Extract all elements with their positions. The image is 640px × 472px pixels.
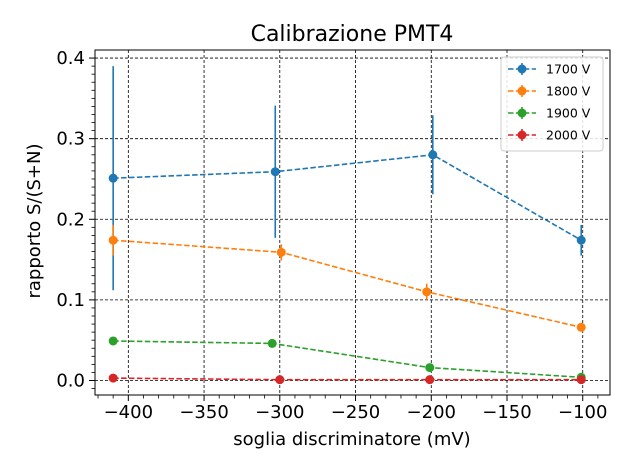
data-point [108, 173, 118, 183]
x-tick-label: −100 [558, 402, 607, 423]
legend-label: 1800 V [546, 84, 591, 99]
ticks: −400 −350 −300 −250 −200 −150 −100 0.0 0.1 0.2 0.3… [56, 48, 607, 423]
data-point [576, 235, 586, 245]
legend-frame [500, 56, 604, 152]
data-point [108, 373, 118, 383]
x-tick-label: −350 [179, 402, 228, 423]
legend-label: 2000 V [546, 128, 591, 143]
legend-marker [517, 108, 527, 118]
data-point [425, 363, 435, 373]
legend-marker [517, 86, 527, 96]
y-tick-label: 0.0 [56, 370, 85, 391]
y-axis-label: rapporto S/(S+N) [24, 144, 45, 299]
data-point [428, 150, 438, 160]
x-tick-label: −200 [407, 402, 456, 423]
series [108, 66, 586, 291]
legend-item: 2000 V [508, 128, 591, 143]
y-tick-label: 0.3 [56, 129, 85, 150]
legend-marker [517, 130, 527, 140]
series-line [113, 239, 582, 329]
legend-item: 1700 V [508, 62, 591, 77]
data-point [576, 375, 586, 385]
plot-frame [94, 49, 611, 396]
data-point [108, 235, 118, 245]
series [108, 336, 586, 382]
y-tick-label: 0.4 [56, 48, 85, 69]
series-line [113, 340, 582, 379]
legend-item: 1800 V [508, 84, 591, 99]
data-point [270, 167, 280, 177]
legend: 1700 V 1800 V 1900 V 2000 V [500, 56, 604, 152]
legend-label: 1900 V [546, 106, 591, 121]
data-point [576, 322, 586, 332]
data-point [267, 338, 277, 348]
series [108, 373, 586, 385]
x-tick-label: −400 [104, 402, 153, 423]
legend-label: 1700 V [546, 62, 591, 77]
x-tick-label: −250 [331, 402, 380, 423]
data-point [275, 375, 285, 385]
legend-item: 1900 V [508, 106, 591, 121]
y-tick-label: 0.2 [56, 209, 85, 230]
data-point [422, 287, 432, 297]
series [108, 224, 586, 332]
data-point [276, 247, 286, 257]
data-point [425, 375, 435, 385]
series-line [113, 153, 582, 241]
y-tick-label: 0.1 [56, 290, 85, 311]
legend-marker [517, 64, 527, 74]
data-point [108, 336, 118, 346]
x-axis-label: soglia discriminatore (mV) [233, 429, 470, 450]
x-tick-label: −150 [482, 402, 531, 423]
series-line [113, 377, 582, 381]
x-tick-label: −300 [255, 402, 304, 423]
series-layer [108, 66, 586, 385]
chart-title: Calibrazione PMT4 [251, 22, 454, 47]
